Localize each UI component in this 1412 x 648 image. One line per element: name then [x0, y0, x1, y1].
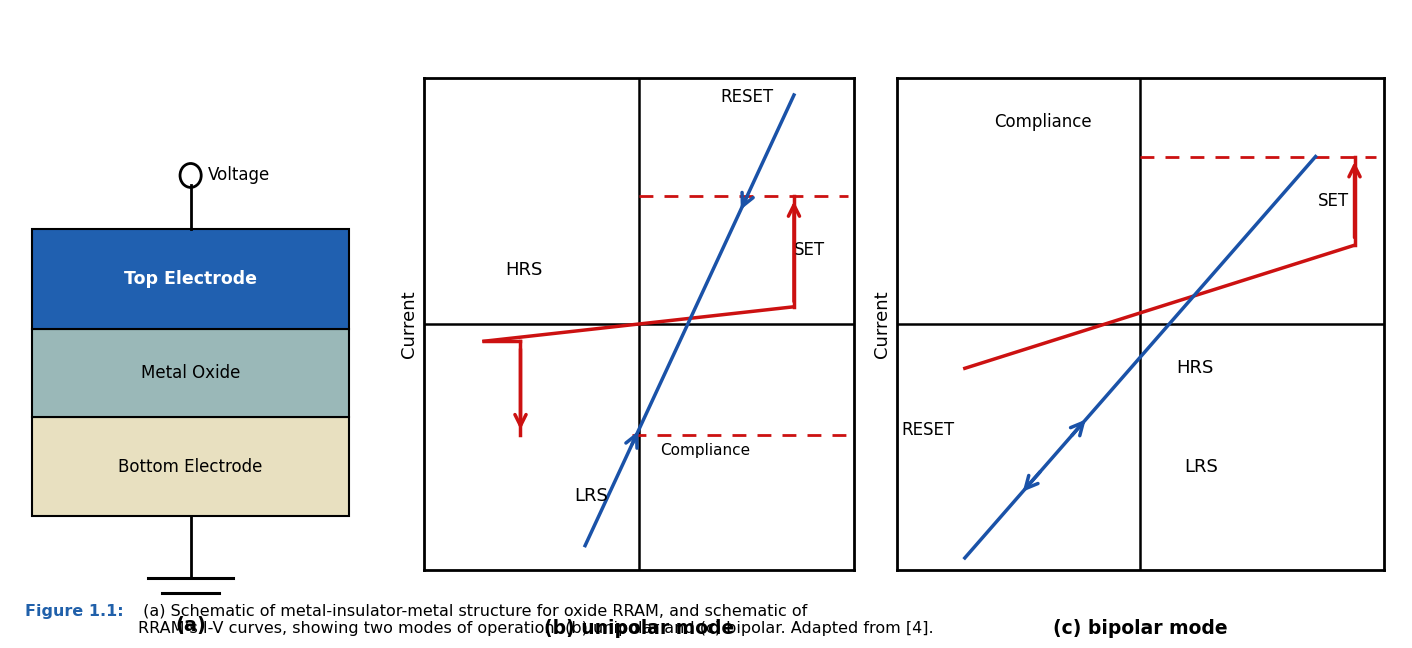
Text: HRS: HRS [1176, 359, 1214, 377]
Text: (a): (a) [175, 616, 206, 635]
Text: (b) unipolar mode: (b) unipolar mode [544, 619, 734, 638]
Text: Compliance: Compliance [994, 113, 1091, 131]
Text: RESET: RESET [901, 421, 955, 439]
Text: LRS: LRS [1185, 457, 1219, 476]
Y-axis label: Current: Current [873, 290, 891, 358]
Bar [32, 229, 350, 329]
Y-axis label: Current: Current [400, 290, 418, 358]
Text: LRS: LRS [575, 487, 609, 505]
Text: Voltage: Voltage [209, 167, 271, 185]
Text: (c) bipolar mode: (c) bipolar mode [1053, 619, 1227, 638]
Text: SET: SET [794, 241, 825, 259]
Bar [32, 329, 350, 417]
Text: RESET: RESET [720, 87, 774, 106]
Text: Bottom Electrode: Bottom Electrode [119, 457, 263, 476]
Text: SET: SET [1317, 192, 1348, 210]
Text: Metal Oxide: Metal Oxide [141, 364, 240, 382]
Bar [32, 417, 350, 516]
Text: Top Electrode: Top Electrode [124, 270, 257, 288]
Text: Figure 1.1:: Figure 1.1: [25, 604, 124, 619]
Text: (a) Schematic of metal-insulator-metal structure for oxide RRAM, and schematic o: (a) Schematic of metal-insulator-metal s… [138, 604, 933, 636]
Text: Compliance: Compliance [661, 443, 751, 457]
Text: HRS: HRS [505, 260, 542, 279]
